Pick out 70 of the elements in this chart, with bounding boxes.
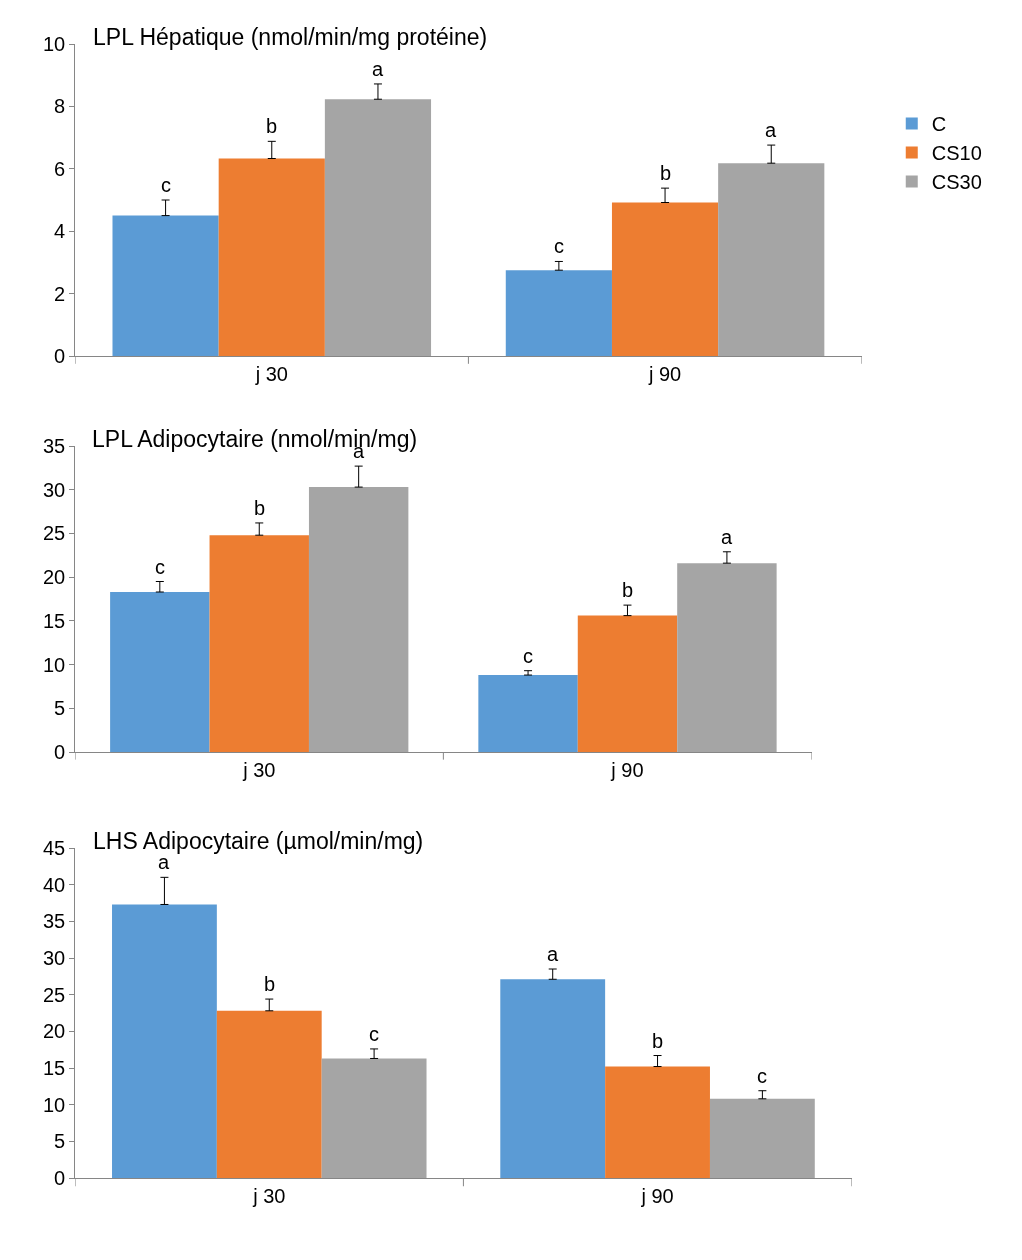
x-tick-label: j 30 [254,363,288,385]
bar [718,163,825,356]
y-tick-label: 45 [42,837,66,859]
y-tick-label: 25 [42,983,66,1006]
y-tick-label: 0 [54,1167,66,1189]
y-tick-label: 35 [42,435,66,457]
data-label: c [161,174,171,196]
data-label: a [158,851,170,873]
y-tick-label: 20 [42,1020,66,1043]
chart-title: LHS Adipocytaire (µmol/min/mg) [93,828,424,854]
data-label: a [372,58,384,80]
bar [209,535,309,752]
legend-label: CS30 [931,171,982,194]
data-label: b [254,497,266,519]
data-label: c [155,556,165,578]
bar [308,487,409,752]
y-tick-label: 40 [42,873,66,896]
chart-title: LPL Hépatique (nmol/min/mg protéine) [93,24,488,50]
y-tick-label: 10 [42,1093,66,1116]
x-tick-label: j 30 [252,1185,286,1207]
y-tick-label: 35 [42,910,66,933]
legend-label: C [931,113,947,136]
data-label: c [369,1023,379,1045]
bar [110,592,210,752]
bar [605,1066,710,1178]
y-tick-label: 4 [54,220,66,243]
x-tick-label: j 90 [647,363,682,385]
y-tick-label: 0 [54,741,66,763]
data-label: c [523,645,533,667]
bar [611,202,719,356]
bar [500,979,606,1178]
bar [216,1010,322,1178]
bar [321,1058,427,1178]
y-tick-label: 2 [54,282,66,305]
y-tick-label: 15 [42,1057,66,1079]
x-tick-label: j 90 [610,759,644,781]
bar [677,563,777,752]
y-tick-label: 10 [42,653,66,676]
data-label: c [554,235,564,257]
y-tick-label: 5 [54,1130,66,1153]
bar [112,215,219,356]
y-tick-label: 30 [42,947,66,969]
data-label: c [757,1065,767,1087]
data-label: a [765,119,777,141]
data-label: b [264,973,276,995]
y-tick-label: 10 [42,33,66,55]
y-tick-label: 0 [54,345,66,367]
x-tick-label: j 30 [242,759,276,781]
bar [505,270,612,356]
data-label: b [660,162,672,184]
bar [218,158,325,356]
y-tick-label: 30 [42,478,66,501]
data-label: a [721,526,733,548]
y-tick-label: 5 [54,697,66,720]
data-label: a [547,943,559,965]
legend-label: CS10 [931,142,982,165]
y-tick-label: 8 [54,95,66,118]
bar [709,1098,815,1178]
data-label: b [266,115,278,137]
x-tick-label: j 90 [640,1185,674,1207]
y-tick-label: 20 [42,566,66,589]
data-label: b [652,1030,664,1052]
bar [112,904,217,1178]
y-tick-label: 15 [42,609,66,632]
bar [324,99,432,356]
bar [577,615,678,752]
y-tick-label: 6 [54,157,66,180]
bar [478,675,578,752]
data-label: b [622,579,634,601]
y-tick-label: 25 [42,522,66,545]
